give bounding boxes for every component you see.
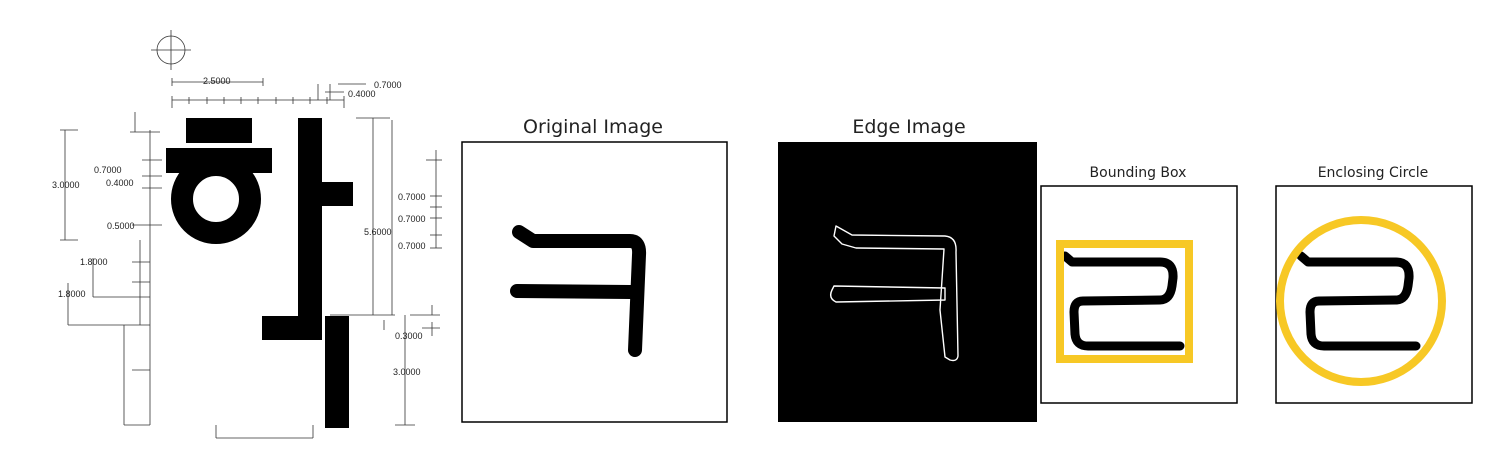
- registration-target-icon: [151, 30, 191, 70]
- dim-left-5: 1.8000: [80, 257, 108, 267]
- dim-left-4: 0.5000: [107, 221, 135, 231]
- spec-glyph: [166, 118, 353, 428]
- enclosing-circle-title: Enclosing Circle: [1318, 165, 1429, 181]
- left-dimension-lines: [60, 112, 314, 439]
- circle-glyph: [1296, 251, 1421, 351]
- edge-image-title: Edge Image: [852, 116, 965, 138]
- original-image-title: Original Image: [523, 116, 663, 138]
- dim-right-6: 3.0000: [393, 367, 421, 377]
- original-image-panel: Original Image: [461, 116, 728, 423]
- dim-right-5: 0.3000: [395, 331, 423, 341]
- bounding-glyph: [1060, 251, 1185, 351]
- dim-right-4: 0.7000: [398, 241, 426, 251]
- dim-top-right-a: 0.7000: [374, 80, 402, 90]
- dim-left-1: 0.7000: [94, 165, 122, 175]
- original-glyph: [510, 225, 647, 357]
- dim-left-6: 1.8000: [58, 289, 86, 299]
- dim-left-3: 3.0000: [52, 180, 80, 190]
- dim-left-2: 0.4000: [106, 178, 134, 188]
- bounding-rect: [1056, 240, 1193, 363]
- edge-image-panel: Edge Image: [778, 116, 1037, 422]
- top-ruler: [171, 78, 366, 108]
- dim-top-width: 2.5000: [203, 76, 231, 86]
- bounding-box-panel: Bounding Box: [1040, 165, 1238, 404]
- enclosing-circle: [1276, 216, 1446, 386]
- dim-right-1: 0.7000: [398, 192, 426, 202]
- dim-right-3: 5.6000: [364, 227, 392, 237]
- enclosing-circle-panel: Enclosing Circle: [1275, 165, 1473, 404]
- edge-glyph: [829, 225, 959, 362]
- spec-drawing: 2.5000 0.7000 0.4000: [52, 30, 442, 439]
- bounding-box-title: Bounding Box: [1090, 165, 1187, 181]
- dim-right-2: 0.7000: [398, 214, 426, 224]
- right-dimension-lines: [330, 117, 442, 426]
- dim-top-right-b: 0.4000: [348, 89, 376, 99]
